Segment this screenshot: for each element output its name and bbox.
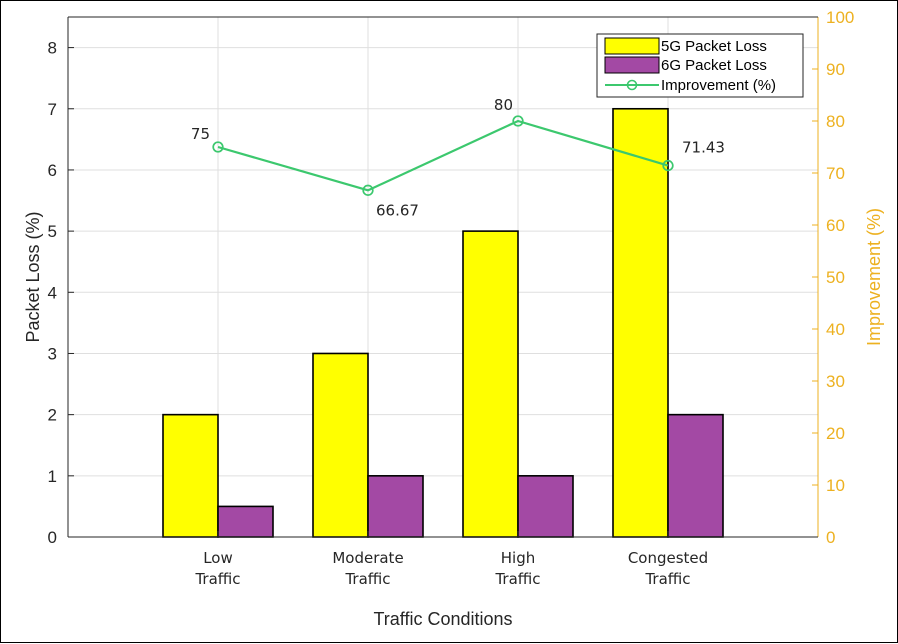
- x-tick-label-line: Low: [203, 549, 233, 567]
- improvement-marker: [362, 184, 374, 196]
- legend-swatch-5g: [604, 37, 660, 55]
- y-tick-label: 2: [48, 406, 57, 425]
- x-tick-label-line: Congested: [628, 549, 708, 567]
- legend: 5G Packet Loss 6G Packet Loss Improvemen…: [596, 33, 804, 98]
- x-tick-label: Low Traffic: [194, 549, 240, 588]
- x-tick-label-line: Traffic: [194, 570, 240, 588]
- y2-tick-label: 20: [826, 424, 845, 443]
- legend-label-6g: 6G Packet Loss: [661, 57, 767, 74]
- improvement-marker: [512, 115, 524, 127]
- bar-5g: [462, 230, 519, 538]
- bar-5g: [612, 107, 669, 538]
- bars-group: [162, 107, 724, 538]
- x-tick-label: High Traffic: [494, 549, 540, 588]
- y2-tick-label: 30: [826, 372, 845, 391]
- y2-tick-label: 0: [826, 528, 835, 547]
- legend-label-improvement: Improvement (%): [661, 77, 776, 94]
- x-tick-label-line: Moderate: [332, 549, 403, 567]
- bar-5g: [162, 413, 219, 538]
- y2-tick-label: 60: [826, 216, 845, 235]
- y2-tick-label: 100: [826, 8, 854, 27]
- data-label: 66.67: [376, 201, 419, 219]
- data-label: 80: [494, 96, 513, 114]
- y2-tick-label: 70: [826, 164, 845, 183]
- bar-6g: [517, 475, 574, 538]
- y2-tick-label: 10: [826, 476, 845, 495]
- improvement-line: [217, 119, 669, 192]
- bar-6g: [217, 505, 274, 538]
- legend-label-5g: 5G Packet Loss: [661, 38, 767, 55]
- y2-tick-label: 50: [826, 268, 845, 287]
- y2-tick-label: 80: [826, 112, 845, 131]
- x-tick-label-line: Traffic: [494, 570, 540, 588]
- bar-5g: [312, 352, 369, 538]
- improvement-marker: [212, 141, 224, 153]
- legend-marker-improvement: [626, 79, 638, 91]
- y2-tick-label: 40: [826, 320, 845, 339]
- improvement-line-group: 75 66.67 80 71.43: [191, 96, 725, 219]
- y-tick-label: 6: [48, 161, 57, 180]
- y-tick-label: 3: [48, 344, 57, 363]
- x-tick-label-line: Traffic: [344, 570, 390, 588]
- y-tick-label: 0: [48, 528, 57, 547]
- y-axis-label: Packet Loss (%): [23, 211, 43, 342]
- y-tick-label: 4: [48, 283, 57, 302]
- y-tick-label: 8: [48, 39, 57, 58]
- y-tick-label: 1: [48, 467, 57, 486]
- x-tick-label: Moderate Traffic: [332, 549, 403, 588]
- y-tick-label: 7: [48, 100, 57, 119]
- y-tick-label: 5: [48, 222, 57, 241]
- bar-6g: [367, 475, 424, 538]
- data-label: 75: [191, 125, 210, 143]
- data-label: 71.43: [682, 139, 725, 157]
- bar-6g: [667, 413, 724, 538]
- y2-axis-label: Improvement (%): [864, 208, 884, 346]
- y2-tick-label: 90: [826, 60, 845, 79]
- x-tick-label: Congested Traffic: [628, 549, 708, 588]
- improvement-marker: [662, 159, 674, 172]
- x-tick-label-line: High: [501, 549, 535, 567]
- x-tick-label-line: Traffic: [644, 570, 690, 588]
- x-axis-label: Traffic Conditions: [373, 609, 512, 629]
- legend-swatch-6g: [604, 56, 660, 74]
